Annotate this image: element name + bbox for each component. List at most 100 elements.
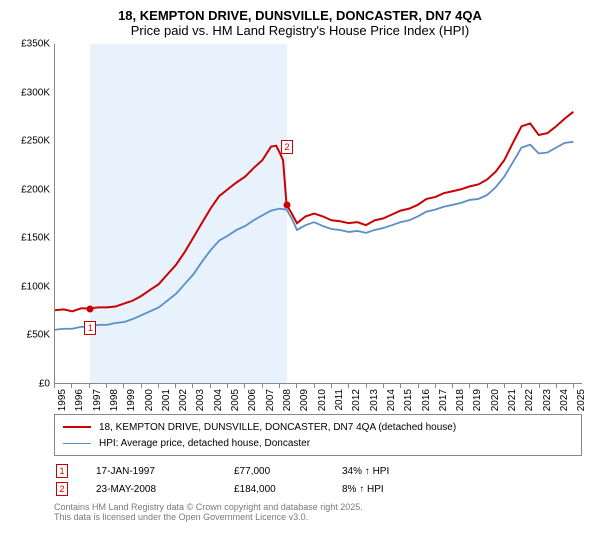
marker-dot-1	[87, 306, 94, 313]
x-tick-label: 2022	[524, 389, 535, 411]
marker-dot-2	[283, 202, 290, 209]
x-tick-mark	[556, 384, 557, 388]
series-line-0	[55, 112, 573, 312]
x-tick-label: 1999	[126, 389, 137, 411]
x-tick-mark	[539, 384, 540, 388]
datapoint-price: £77,000	[234, 466, 314, 477]
x-tick-mark	[469, 384, 470, 388]
datapoints-table: 1 17-JAN-1997 £77,000 34% ↑ HPI 2 23-MAY-2008…	[54, 462, 582, 498]
y-axis: £0£50K£100K£150K£200K£250K£300K£350K	[10, 44, 50, 384]
x-tick-mark	[279, 384, 280, 388]
x-tick-label: 1998	[109, 389, 120, 411]
x-tick-label: 2019	[472, 389, 483, 411]
y-tick-label: £150K	[10, 233, 50, 244]
x-tick-mark	[123, 384, 124, 388]
x-tick-label: 2020	[490, 389, 501, 411]
x-tick-mark	[106, 384, 107, 388]
legend-swatch	[63, 426, 91, 428]
x-tick-mark	[314, 384, 315, 388]
title-line2: Price paid vs. HM Land Registry's House …	[10, 23, 590, 38]
x-tick-label: 2005	[230, 389, 241, 411]
x-tick-mark	[262, 384, 263, 388]
x-tick-label: 2014	[386, 389, 397, 411]
x-tick-label: 2012	[351, 389, 362, 411]
marker-box-2: 2	[281, 140, 293, 154]
x-tick-mark	[383, 384, 384, 388]
x-tick-mark	[227, 384, 228, 388]
plot-wrapper: £0£50K£100K£150K£200K£250K£300K£350K 12 …	[24, 44, 584, 414]
x-tick-label: 2007	[265, 389, 276, 411]
x-tick-label: 1997	[92, 389, 103, 411]
x-tick-mark	[296, 384, 297, 388]
chart-container: 18, KEMPTON DRIVE, DUNSVILLE, DONCASTER,…	[0, 0, 600, 560]
x-tick-mark	[418, 384, 419, 388]
x-tick-mark	[141, 384, 142, 388]
attribution: Contains HM Land Registry data © Crown c…	[54, 502, 582, 523]
x-tick-label: 2024	[559, 389, 570, 411]
x-tick-label: 2025	[576, 389, 587, 411]
datapoint-date: 17-JAN-1997	[96, 466, 206, 477]
datapoint-date: 23-MAY-2008	[96, 484, 206, 495]
chart-title: 18, KEMPTON DRIVE, DUNSVILLE, DONCASTER,…	[10, 8, 590, 38]
x-tick-mark	[54, 384, 55, 388]
x-tick-mark	[400, 384, 401, 388]
y-tick-label: £100K	[10, 281, 50, 292]
legend-swatch	[63, 443, 91, 444]
x-tick-mark	[192, 384, 193, 388]
attribution-line1: Contains HM Land Registry data © Crown c…	[54, 502, 582, 512]
plot-area: 12	[54, 44, 582, 384]
x-tick-mark	[244, 384, 245, 388]
x-tick-mark	[348, 384, 349, 388]
x-tick-label: 1995	[57, 389, 68, 411]
x-tick-mark	[210, 384, 211, 388]
legend-label: 18, KEMPTON DRIVE, DUNSVILLE, DONCASTER,…	[99, 422, 456, 433]
y-tick-label: £50K	[10, 330, 50, 341]
y-tick-label: £350K	[10, 39, 50, 50]
x-tick-mark	[435, 384, 436, 388]
y-tick-label: £0	[10, 379, 50, 390]
x-tick-mark	[89, 384, 90, 388]
title-line1: 18, KEMPTON DRIVE, DUNSVILLE, DONCASTER,…	[10, 8, 590, 23]
x-tick-mark	[366, 384, 367, 388]
x-tick-label: 2016	[421, 389, 432, 411]
x-tick-label: 2000	[144, 389, 155, 411]
x-axis: 1995 1996 1997 1998 1999 2000 2001 2002 2003 2004…	[54, 384, 582, 414]
x-tick-mark	[504, 384, 505, 388]
attribution-line2: This data is licensed under the Open Gov…	[54, 512, 582, 522]
x-tick-label: 2018	[455, 389, 466, 411]
x-tick-label: 1996	[74, 389, 85, 411]
y-tick-label: £200K	[10, 184, 50, 195]
x-tick-mark	[521, 384, 522, 388]
x-tick-label: 2008	[282, 389, 293, 411]
legend-footer: 18, KEMPTON DRIVE, DUNSVILLE, DONCASTER,…	[54, 414, 582, 523]
datapoint-hpi: 8% ↑ HPI	[342, 484, 422, 495]
datapoint-row: 1 17-JAN-1997 £77,000 34% ↑ HPI	[54, 462, 582, 480]
x-tick-mark	[331, 384, 332, 388]
x-tick-label: 2003	[195, 389, 206, 411]
datapoint-price: £184,000	[234, 484, 314, 495]
x-tick-mark	[175, 384, 176, 388]
x-tick-label: 2010	[317, 389, 328, 411]
datapoint-marker: 1	[56, 464, 68, 478]
x-tick-label: 2011	[334, 389, 345, 411]
x-tick-label: 2015	[403, 389, 414, 411]
x-tick-mark	[71, 384, 72, 388]
x-tick-mark	[452, 384, 453, 388]
x-tick-label: 2017	[438, 389, 449, 411]
x-tick-mark	[487, 384, 488, 388]
x-tick-label: 2001	[161, 389, 172, 411]
legend-label: HPI: Average price, detached house, Donc…	[99, 438, 310, 449]
x-tick-label: 2004	[213, 389, 224, 411]
legend-row: HPI: Average price, detached house, Donc…	[63, 435, 573, 451]
chart-lines	[55, 44, 582, 383]
x-tick-label: 2013	[369, 389, 380, 411]
marker-box-1: 1	[84, 321, 96, 335]
datapoint-marker: 2	[56, 482, 68, 496]
y-tick-label: £250K	[10, 136, 50, 147]
x-tick-label: 2002	[178, 389, 189, 411]
datapoint-hpi: 34% ↑ HPI	[342, 466, 422, 477]
legend-box: 18, KEMPTON DRIVE, DUNSVILLE, DONCASTER,…	[54, 414, 582, 456]
legend-row: 18, KEMPTON DRIVE, DUNSVILLE, DONCASTER,…	[63, 419, 573, 435]
x-tick-label: 2023	[542, 389, 553, 411]
x-tick-label: 2009	[299, 389, 310, 411]
